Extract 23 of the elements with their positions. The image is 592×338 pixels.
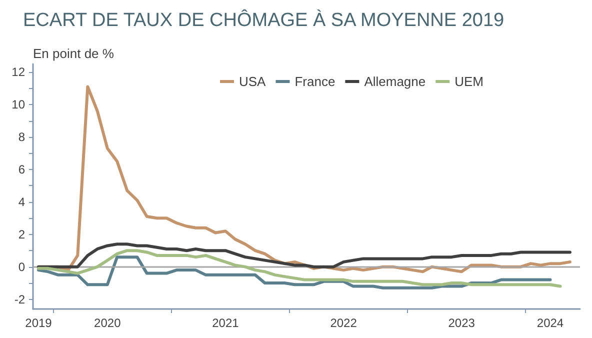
y-tick-label: 2 xyxy=(18,227,26,242)
y-axis-title: En point de % xyxy=(33,46,114,61)
y-tick-label: 0 xyxy=(18,260,26,274)
legend-label: France xyxy=(294,74,336,89)
x-tick-label: 2019 xyxy=(25,316,52,330)
x-tick-label: 2023 xyxy=(448,316,476,330)
y-tick-label: 4 xyxy=(18,194,26,209)
x-tick-label: 2021 xyxy=(212,316,240,330)
line-series xyxy=(37,249,562,288)
y-tick-label: 6 xyxy=(18,162,26,176)
y-tick-label: 8 xyxy=(18,130,26,144)
x-tick-label: 2020 xyxy=(94,316,122,330)
line-series xyxy=(37,256,552,290)
y-tick-label: -2 xyxy=(14,292,26,306)
chart-title: ECART DE TAUX DE CHÔMAGE À SA MOYENNE 2019 xyxy=(23,9,504,31)
y-tick-label: 12 xyxy=(12,65,26,80)
legend-label: UEM xyxy=(454,74,484,89)
y-tick-label: 10 xyxy=(12,98,26,112)
x-tick-label: 2022 xyxy=(330,316,358,330)
x-tick-label: 2024 xyxy=(536,316,564,330)
line-series xyxy=(37,242,572,268)
legend-label: USA xyxy=(239,74,266,89)
legend-label: Allemagne xyxy=(364,74,426,89)
